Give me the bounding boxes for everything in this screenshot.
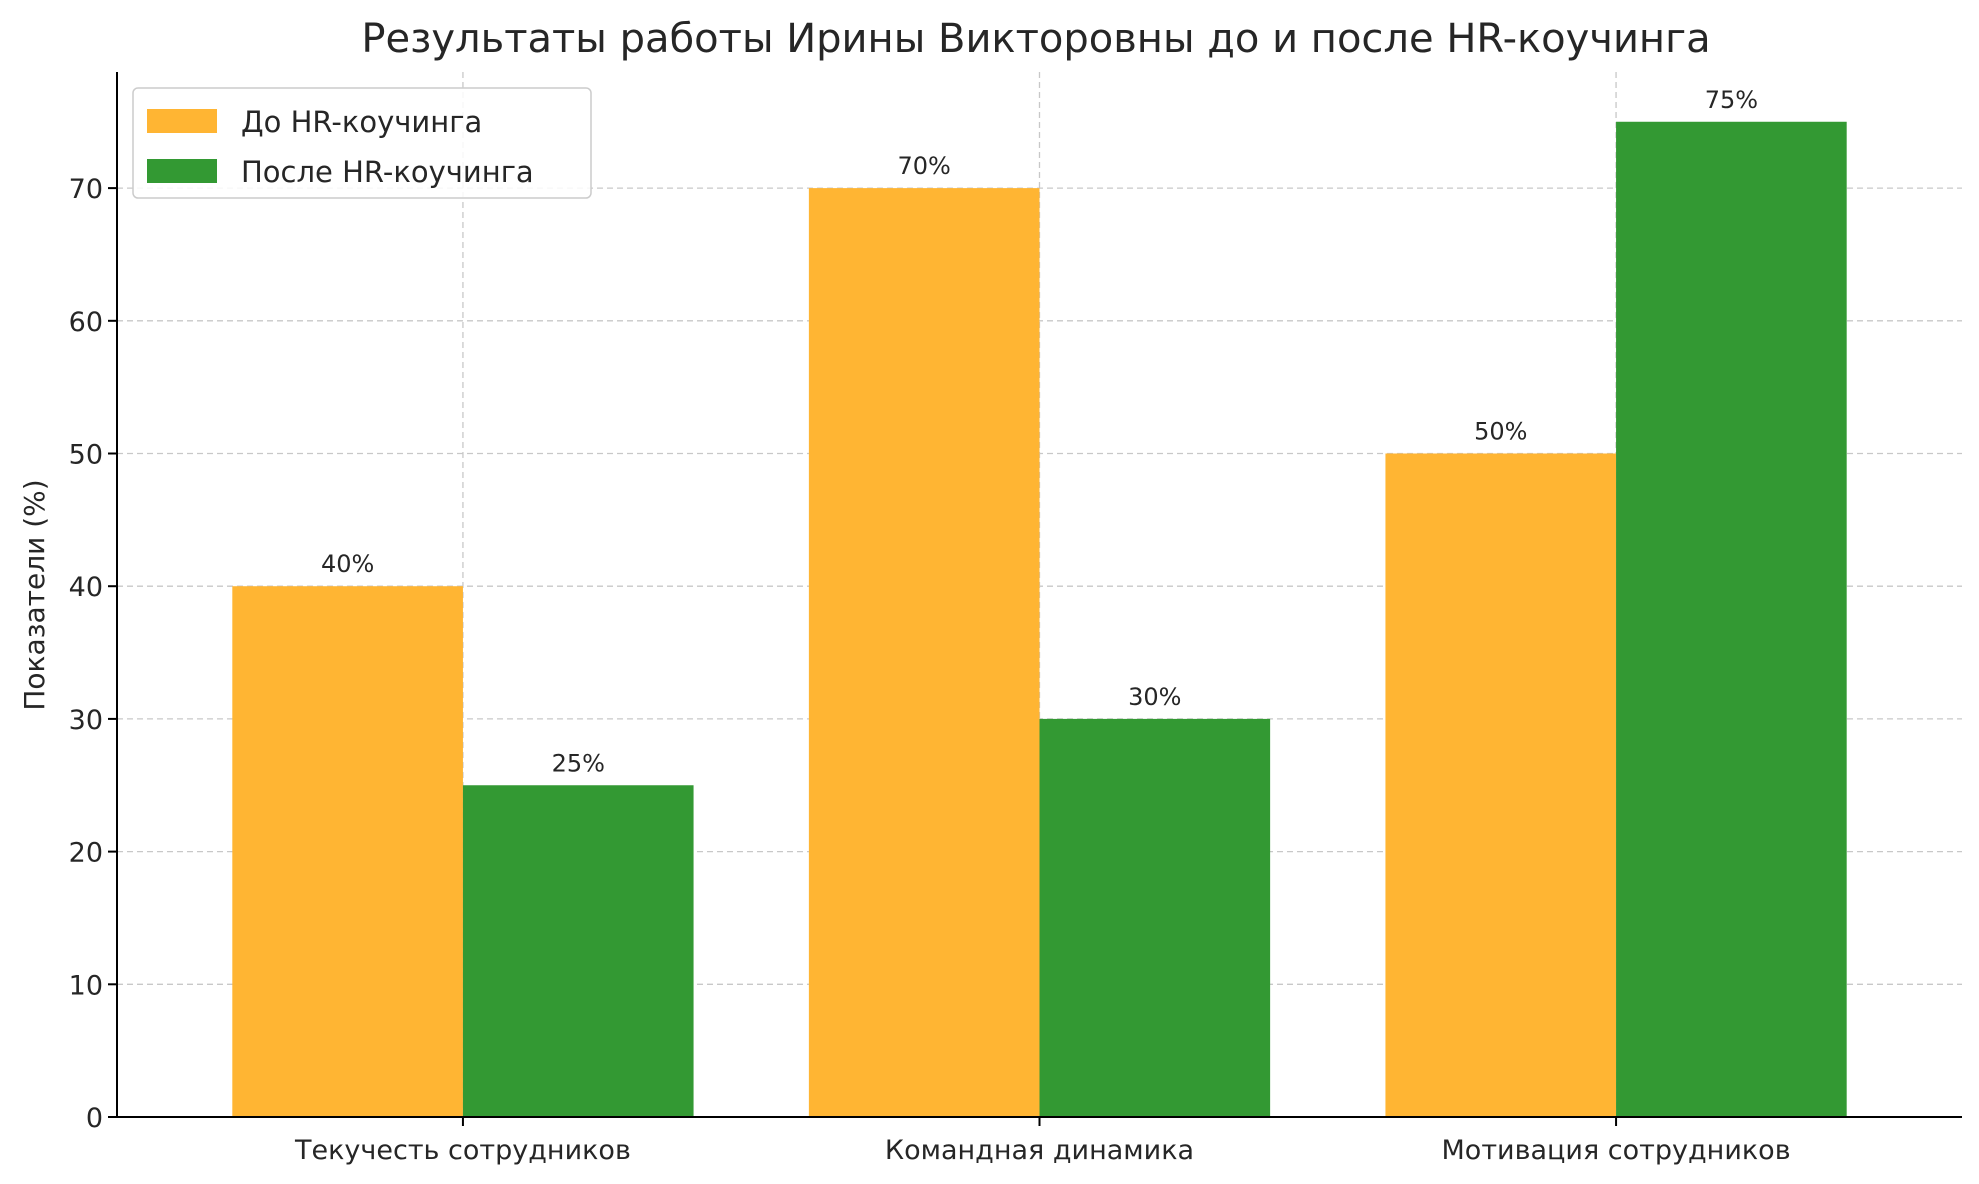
legend-swatch	[147, 159, 217, 183]
y-tick-label: 40	[69, 572, 103, 603]
legend-swatch	[147, 109, 217, 133]
y-tick-label: 30	[69, 705, 103, 736]
bar-data-label: 40%	[321, 550, 374, 578]
bar-series2	[1616, 121, 1847, 1117]
legend-box	[132, 87, 592, 199]
y-tick-label: 70	[69, 174, 103, 205]
y-tick-label: 0	[86, 1103, 103, 1134]
legend-label: До HR-коучинга	[241, 105, 482, 139]
legend: До HR-коучинга После HR-коучинга	[132, 87, 592, 199]
y-tick-label: 50	[69, 440, 103, 471]
x-tick-label: Командная динамика	[885, 1135, 1194, 1166]
y-tick-label: 10	[69, 970, 103, 1001]
x-tick-label: Мотивация сотрудников	[1442, 1135, 1791, 1166]
y-axis-label: Показатели (%)	[18, 479, 51, 710]
bar-series1	[808, 188, 1040, 1118]
y-tick-label: 20	[69, 838, 103, 869]
bar-series1	[1385, 453, 1617, 1117]
bar-data-label: 75%	[1705, 86, 1758, 114]
bar-data-label: 30%	[1128, 683, 1181, 711]
bar-series2	[462, 785, 694, 1117]
data-labels: 40% 70% 50% 25% 30% 75%	[321, 86, 1758, 777]
bars	[232, 121, 1847, 1118]
bar-data-label: 25%	[552, 749, 605, 777]
bar-data-label: 50%	[1474, 418, 1527, 446]
y-tick-label: 60	[69, 307, 103, 338]
legend-label: После HR-коучинга	[241, 155, 534, 189]
chart-title: Результаты работы Ирины Викторовны до и …	[361, 16, 1710, 62]
bar-data-label: 70%	[898, 152, 951, 180]
axes: 0 10 20 30 40 50 60 70 Текучесть сотрудников Кома…	[69, 72, 1962, 1166]
bar-series2	[1039, 718, 1271, 1117]
bar-series1	[232, 586, 463, 1117]
x-tick-label: Текучесть сотрудников	[294, 1135, 631, 1166]
